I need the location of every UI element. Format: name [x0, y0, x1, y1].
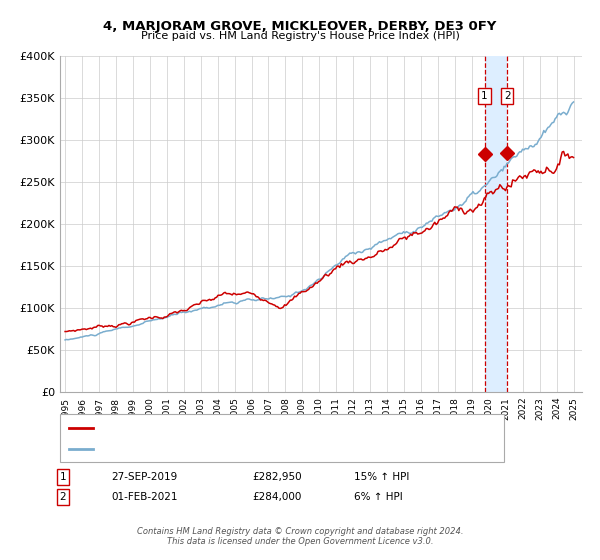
Text: 4, MARJORAM GROVE, MICKLEOVER, DERBY, DE3 0FY (detached house): 4, MARJORAM GROVE, MICKLEOVER, DERBY, DE… [97, 423, 446, 433]
Text: Price paid vs. HM Land Registry's House Price Index (HPI): Price paid vs. HM Land Registry's House … [140, 31, 460, 41]
Text: 6% ↑ HPI: 6% ↑ HPI [354, 492, 403, 502]
Bar [485, 56, 507, 392]
Text: £282,950: £282,950 [252, 472, 302, 482]
Text: 2: 2 [59, 492, 67, 502]
Text: 27-SEP-2019: 27-SEP-2019 [111, 472, 177, 482]
Text: Contains HM Land Registry data © Crown copyright and database right 2024.
This d: Contains HM Land Registry data © Crown c… [137, 526, 463, 546]
Text: 4, MARJORAM GROVE, MICKLEOVER, DERBY, DE3 0FY: 4, MARJORAM GROVE, MICKLEOVER, DERBY, DE… [103, 20, 497, 32]
Text: 1: 1 [481, 91, 488, 101]
Text: £284,000: £284,000 [252, 492, 301, 502]
Text: 2: 2 [504, 91, 511, 101]
Text: 1: 1 [59, 472, 67, 482]
Text: 15% ↑ HPI: 15% ↑ HPI [354, 472, 409, 482]
Text: HPI: Average price, detached house, City of Derby: HPI: Average price, detached house, City… [97, 444, 343, 454]
Text: 01-FEB-2021: 01-FEB-2021 [111, 492, 178, 502]
